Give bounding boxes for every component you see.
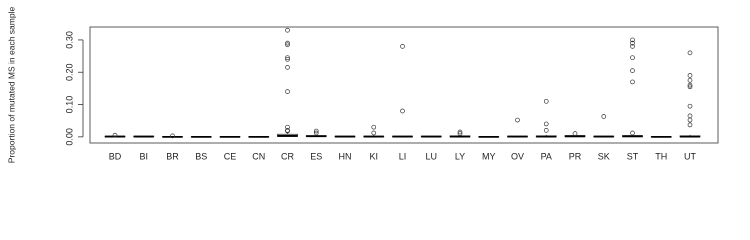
x-tick-label: SK	[598, 151, 610, 161]
x-tick-label: LU	[425, 151, 437, 161]
x-tick-label: CN	[252, 151, 265, 161]
x-tick-label: OV	[511, 151, 524, 161]
x-tick-label: CR	[281, 151, 294, 161]
x-tick-label: HN	[339, 151, 352, 161]
x-tick-label: PR	[569, 151, 582, 161]
outlier	[543, 98, 549, 104]
outlier	[285, 65, 290, 70]
outlier	[687, 122, 693, 128]
x-tick-label: BD	[109, 151, 122, 161]
outlier	[630, 55, 635, 61]
outlier	[687, 113, 693, 119]
outlier	[285, 55, 290, 61]
x-tick-label: LY	[455, 151, 465, 161]
x-tick-label: ES	[310, 151, 322, 161]
outlier	[400, 44, 405, 49]
y-axis-label: Proportion of mutated MS in each sample	[6, 7, 16, 164]
outlier	[457, 129, 463, 135]
outlier	[457, 131, 463, 136]
x-tick-label: BS	[195, 151, 207, 161]
outlier	[687, 84, 693, 90]
outlier	[543, 121, 549, 127]
outlier	[285, 40, 290, 46]
outlier	[285, 128, 290, 134]
outlier	[687, 50, 693, 56]
outlier	[400, 108, 405, 114]
y-tick-label: 0.20	[64, 63, 74, 81]
x-tick-label: LI	[399, 151, 407, 161]
outlier	[285, 56, 290, 62]
outlier	[630, 37, 635, 43]
x-tick-label: KI	[369, 151, 378, 161]
outlier	[687, 82, 693, 88]
x-tick-label: CE	[224, 151, 237, 161]
outlier	[285, 27, 290, 33]
x-tick-label: MY	[482, 151, 496, 161]
x-tick-label: PA	[541, 151, 552, 161]
outlier	[170, 133, 175, 139]
x-tick-label: BI	[139, 151, 148, 161]
outlier	[313, 130, 319, 136]
outlier	[371, 130, 377, 136]
y-tick-label: 0.10	[64, 96, 74, 114]
x-tick-label: UT	[684, 151, 696, 161]
x-tick-label: ST	[627, 151, 639, 161]
outlier	[630, 44, 635, 49]
outlier	[630, 40, 635, 46]
outlier	[601, 114, 607, 119]
outlier	[630, 130, 635, 136]
outlier	[687, 73, 693, 78]
outlier	[630, 68, 635, 73]
y-tick-label: 0.00	[64, 128, 74, 146]
outlier	[515, 117, 520, 123]
outlier	[687, 77, 693, 83]
x-tick-label: TH	[655, 151, 667, 161]
outlier	[687, 103, 693, 109]
outlier	[285, 89, 290, 94]
plot-frame	[89, 26, 719, 144]
x-tick-label: BR	[166, 151, 179, 161]
y-tick-label: 0.30	[64, 31, 74, 49]
outlier	[543, 128, 549, 133]
outlier	[630, 79, 635, 85]
outlier	[313, 128, 319, 134]
outlier	[285, 42, 290, 48]
chart: Proportion of mutated MS in each sample …	[6, 7, 719, 164]
outlier	[371, 124, 377, 130]
outlier	[687, 117, 693, 123]
outlier	[112, 132, 118, 138]
outlier	[572, 131, 578, 136]
